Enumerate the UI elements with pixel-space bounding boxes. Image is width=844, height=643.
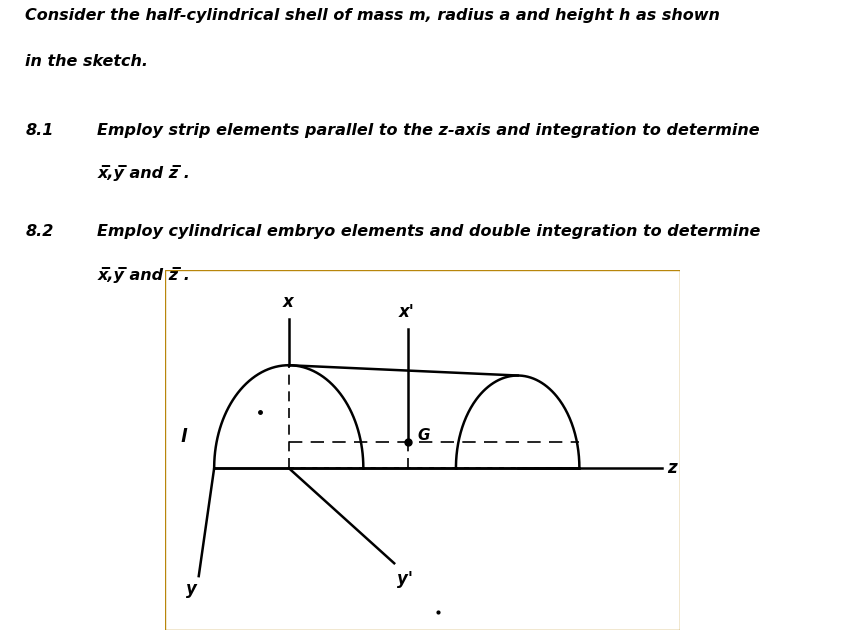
Text: x̅,y̅ and z̅ .: x̅,y̅ and z̅ . — [97, 165, 190, 181]
Text: y: y — [186, 580, 197, 598]
Text: 8.2: 8.2 — [25, 224, 54, 239]
Text: 8.1: 8.1 — [25, 123, 54, 138]
Text: Employ strip elements parallel to the z-axis and integration to determine: Employ strip elements parallel to the z-… — [97, 123, 759, 138]
Text: y': y' — [397, 570, 412, 588]
Text: z: z — [666, 459, 676, 477]
Text: Employ cylindrical embryo elements and double integration to determine: Employ cylindrical embryo elements and d… — [97, 224, 760, 239]
Text: x': x' — [398, 303, 414, 322]
Text: l: l — [181, 428, 187, 446]
Text: Consider the half-cylindrical shell of mass m, radius a and height h as shown: Consider the half-cylindrical shell of m… — [25, 8, 719, 23]
Text: x: x — [282, 293, 293, 311]
Text: x̅,y̅ and z̅ .: x̅,y̅ and z̅ . — [97, 267, 190, 284]
Text: G: G — [417, 428, 430, 443]
Text: in the sketch.: in the sketch. — [25, 54, 149, 69]
